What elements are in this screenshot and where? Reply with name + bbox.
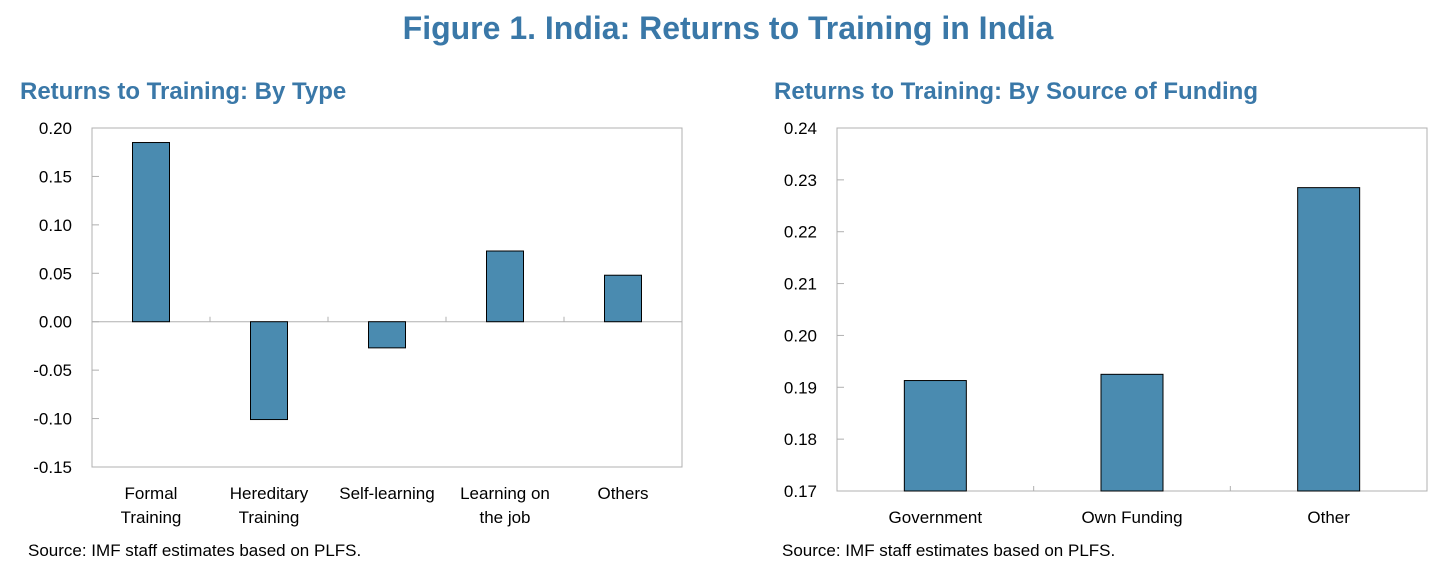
type-category-label: Self-learning [339,484,434,503]
funding-y-tick-label: 0.24 [784,119,817,138]
type-y-tick-label: 0.20 [39,119,72,138]
type-y-tick-label: 0.15 [39,167,72,186]
figure-title: Figure 1. India: Returns to Training in … [402,10,1054,46]
source-note-left: Source: IMF staff estimates based on PLF… [28,541,362,560]
funding-category-label: Government [889,508,983,527]
chart-title-by-funding: Returns to Training: By Source of Fundin… [774,78,1258,105]
funding-y-tick-label: 0.21 [784,275,817,294]
funding-y-tick-label: 0.17 [784,482,817,501]
type-category-label: Others [597,484,648,503]
chart-title-by-type: Returns to Training: By Type [20,78,347,105]
funding-y-tick-label: 0.23 [784,171,817,190]
type-y-tick-label: 0.10 [39,216,72,235]
funding-bar [1100,373,1164,492]
funding-bar [903,380,967,492]
type-plot-frame [91,127,683,468]
funding-bar [1297,187,1361,492]
type-y-tick-label: -0.10 [33,410,72,429]
funding-y-tick-label: 0.22 [784,223,817,242]
type-bar [486,250,524,323]
source-note-right: Source: IMF staff estimates based on PLF… [782,541,1116,560]
type-y-tick-label: -0.15 [33,458,72,477]
type-category-label: Hereditary Training [230,484,309,527]
type-bar [132,142,170,323]
type-category-label: Learning on the job [460,484,550,527]
type-bar [604,274,642,323]
funding-y-tick-label: 0.18 [784,430,817,449]
funding-category-label: Other [1307,508,1350,527]
type-y-tick-label: -0.05 [33,361,72,380]
type-category-label: Formal Training [121,484,182,527]
type-bar [368,321,406,349]
type-bar [250,321,288,421]
funding-y-tick-label: 0.20 [784,326,817,345]
funding-category-label: Own Funding [1081,508,1182,527]
type-y-tick-label: 0.05 [39,264,72,283]
type-y-tick-label: 0.00 [39,313,72,332]
funding-y-tick-label: 0.19 [784,378,817,397]
